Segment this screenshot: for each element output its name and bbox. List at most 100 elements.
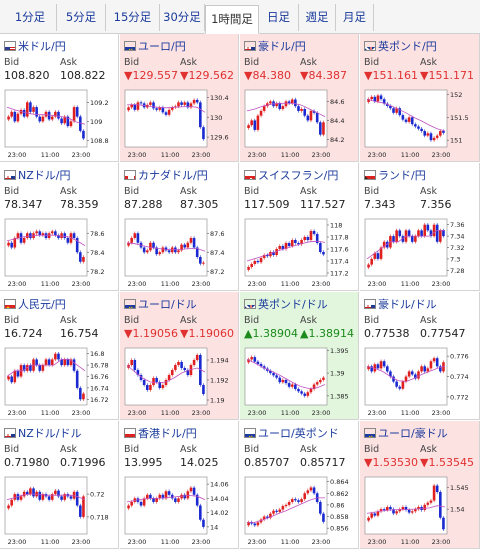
- candle: [404, 119, 408, 122]
- tab-2[interactable]: 15分足: [106, 4, 160, 31]
- chart-svg: 130.4 130 129.6 23:00 11:00 23:00: [124, 89, 229, 159]
- pair-link[interactable]: 豪ドル/円: [258, 40, 306, 53]
- candle: [202, 385, 205, 394]
- tab-6[interactable]: 週足: [299, 4, 336, 31]
- candle: [180, 362, 183, 368]
- candle: [133, 233, 137, 238]
- candle: [164, 380, 168, 385]
- candle: [439, 366, 442, 372]
- candle: [75, 238, 79, 253]
- pair-link[interactable]: カナダドル/円: [138, 169, 208, 182]
- candle: [69, 121, 73, 127]
- candle: [376, 95, 380, 102]
- pair-link[interactable]: ユーロ/英ポンド: [258, 427, 339, 440]
- candle: [158, 107, 162, 110]
- tab-5[interactable]: 日足: [259, 4, 299, 31]
- candle: [16, 233, 20, 238]
- candle: [142, 247, 146, 253]
- candle: [161, 247, 165, 253]
- candle: [250, 120, 253, 126]
- rate-cell[interactable]: NZドル/円 Bid Ask 78.347 78.359 78.6 78.4 78.2 23:0…: [0, 163, 119, 291]
- flag-icon: [124, 299, 136, 309]
- candle: [142, 380, 146, 385]
- candle: [155, 108, 158, 110]
- candle: [426, 224, 430, 231]
- rate-cell[interactable]: NZドル/ドル Bid Ask 0.71980 0.71996 0.72 0.718 23:0…: [0, 421, 119, 549]
- down-arrow-icon: ▼: [180, 69, 189, 82]
- bid-label: Bid: [124, 186, 140, 197]
- pair-link[interactable]: 香港ドル/円: [138, 427, 197, 440]
- candle: [199, 505, 202, 520]
- candle: [401, 115, 405, 120]
- candle: [63, 116, 67, 124]
- rate-cell[interactable]: 英ポンド/円 Bid Ask ▼151.161 ▼151.171 152 151.5 151 2…: [360, 34, 480, 162]
- rate-cell[interactable]: ユーロ/ドル Bid Ask ▼1.19056 ▼1.19060 1.194 1.192 1.…: [120, 292, 239, 420]
- tab-3[interactable]: 30分足: [160, 4, 205, 31]
- pair-link[interactable]: スイスフラン/円: [258, 169, 339, 182]
- candle: [297, 389, 300, 392]
- candle: [82, 393, 85, 400]
- candle: [414, 509, 417, 512]
- candlestick-chart: 87.6 87.4 87.2 23:00 11:00 23:00: [122, 217, 237, 289]
- candle: [127, 242, 130, 246]
- pair-link[interactable]: ユーロ/豪ドル: [378, 427, 448, 440]
- bid-label: Bid: [124, 444, 140, 455]
- rate-cell[interactable]: 米ドル/円 Bid Ask 108.820 108.822 109.2 109 108.8 23…: [0, 34, 119, 162]
- pair-link[interactable]: ユーロ/円: [138, 40, 186, 53]
- bid-number: 129.557: [132, 69, 178, 82]
- candle: [133, 104, 137, 110]
- candle: [7, 242, 10, 246]
- rate-cell[interactable]: カナダドル/円 Bid Ask 87.288 87.305 87.6 87.4 87.2 23:…: [120, 163, 239, 291]
- candle: [186, 491, 190, 499]
- tab-7[interactable]: 月足: [336, 4, 374, 31]
- pair-link[interactable]: 米ドル/円: [18, 40, 66, 53]
- tab-4[interactable]: 1時間足: [205, 5, 259, 34]
- moving-average-line: [366, 229, 445, 260]
- candle: [16, 113, 20, 122]
- tab-1[interactable]: 5分足: [57, 4, 106, 31]
- candle: [297, 106, 300, 111]
- rate-cell[interactable]: 人民元/円 Bid Ask 16.724 16.754 16.8 16.78 16.76 16.…: [0, 292, 119, 420]
- pair-link[interactable]: 人民元/円: [18, 298, 66, 311]
- rate-cell[interactable]: ランド/円 Bid Ask 7.343 7.356 7.36 7.34 7.32 7.3 7.28…: [360, 163, 480, 291]
- rate-cell[interactable]: ユーロ/豪ドル Bid Ask ▼1.53530 ▼1.53545 1.545 1.54 23…: [360, 421, 480, 549]
- candle: [284, 504, 288, 507]
- candle: [54, 111, 57, 117]
- tab-0[interactable]: 1分足: [4, 4, 57, 31]
- pair-link[interactable]: NZドル/ドル: [18, 427, 82, 440]
- rate-cell[interactable]: 英ポンド/ドル Bid Ask ▲1.38904 ▲1.38914 1.395 1.39 1.…: [240, 292, 359, 420]
- x-tick-label: 23:00: [128, 151, 147, 159]
- y-tick-label: 16.72: [90, 396, 109, 404]
- candle: [398, 230, 402, 237]
- rate-cell[interactable]: 香港ドル/円 Bid Ask 13.995 14.025 14.06 14.04 14.02 1…: [120, 421, 239, 549]
- x-tick-label: 23:00: [432, 538, 451, 546]
- y-tick-label: 7.32: [450, 244, 464, 252]
- pair-link[interactable]: 英ポンド/ドル: [258, 298, 328, 311]
- y-tick-label: 1.39: [330, 370, 344, 378]
- candle: [290, 99, 294, 104]
- candle: [253, 523, 257, 526]
- candle: [13, 111, 17, 122]
- pair-link[interactable]: NZドル/円: [18, 169, 71, 182]
- chart-svg: 1.395 1.39 1.385 23:00 11:00 23:00: [244, 347, 349, 417]
- rate-cell[interactable]: ユーロ/英ポンド Bid Ask 0.85707 0.85717 0.864 0.862 0.…: [240, 421, 359, 549]
- pair-link[interactable]: 豪ドル/ドル: [378, 298, 437, 311]
- candle: [370, 366, 373, 372]
- candle: [404, 507, 408, 510]
- candle: [256, 115, 260, 130]
- pair-link[interactable]: 英ポンド/円: [378, 40, 437, 53]
- rate-cell[interactable]: スイスフラン/円 Bid Ask 117.509 117.527 118 117.8 117.…: [240, 163, 359, 291]
- candle: [303, 237, 307, 240]
- bid-value: 117.509: [244, 198, 290, 211]
- pair-link[interactable]: ランド/円: [378, 169, 426, 182]
- candle: [186, 370, 190, 375]
- candle: [170, 247, 174, 253]
- ask-number: 84.387: [308, 69, 347, 82]
- x-tick-label: 23:00: [432, 280, 451, 288]
- rate-cell[interactable]: 豪ドル/円 Bid Ask ▼84.380 ▼84.387 84.6 84.4 84.2 23:…: [240, 34, 359, 162]
- candle: [50, 116, 54, 120]
- candle: [247, 359, 250, 363]
- pair-link[interactable]: ユーロ/ドル: [138, 298, 197, 311]
- rate-cell[interactable]: 豪ドル/ドル Bid Ask 0.77538 0.77547 0.776 0.774 0.77…: [360, 292, 480, 420]
- rate-cell[interactable]: ユーロ/円 Bid Ask ▼129.557 ▼129.562 130.4 130 129.6…: [120, 34, 239, 162]
